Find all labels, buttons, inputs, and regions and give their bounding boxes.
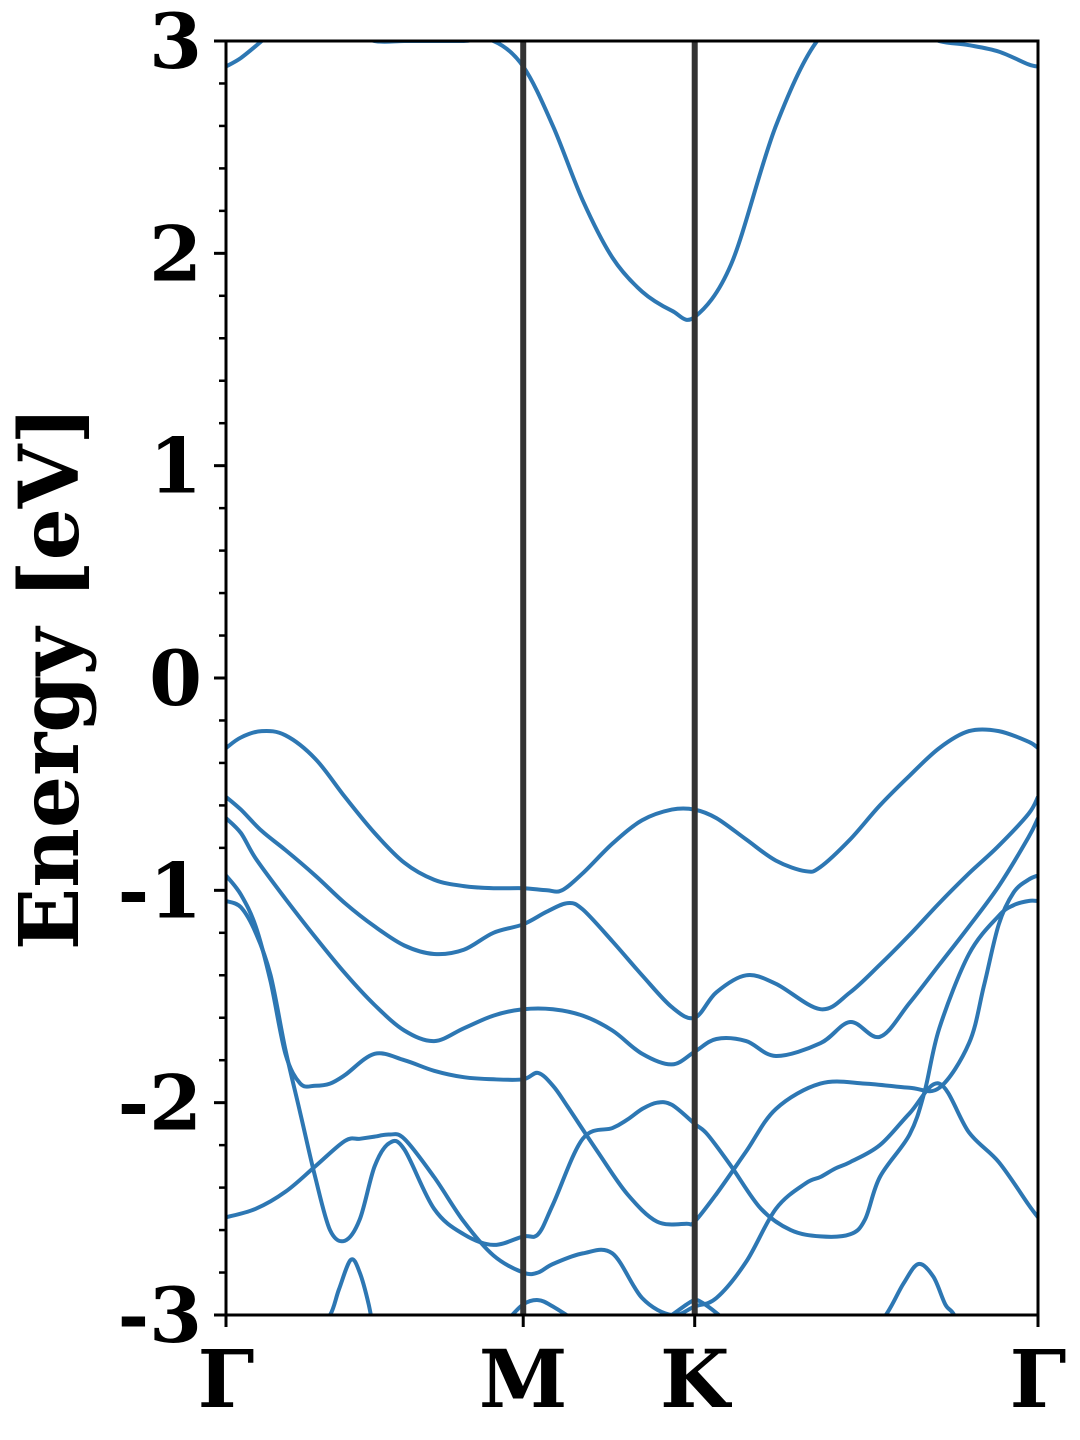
y-tick-label: -1 [118,846,202,935]
band-line-6 [226,898,1038,1247]
band-line-10 [509,1298,571,1315]
y-tick-label: 3 [149,0,202,86]
y-tick-label: 2 [149,209,202,298]
band-line-8 [327,1257,373,1315]
y-tick-label: -2 [118,1059,202,1148]
y-tick-label: 0 [149,634,202,723]
x-tick-label: Γ [198,1332,255,1426]
x-tick-label: M [479,1332,568,1426]
y-tick-label: -3 [118,1271,202,1360]
band-line-9 [883,1261,957,1315]
band-line-1 [226,41,1038,322]
y-axis-ticks: -3 -2 -1 0 1 2 3 [118,0,226,1360]
band-line-2 [226,727,1038,894]
band-line-7 [226,1081,1038,1315]
x-tick-label: Γ [1010,1332,1067,1426]
band-line-4 [226,816,1038,1067]
band-line-3 [226,795,1038,1021]
high-symmetry-lines [520,41,698,1315]
y-tick-label: 1 [149,422,202,511]
y-axis-label: Energy [eV] [2,406,98,950]
bands-layer [226,41,1038,1315]
x-tick-label: K [660,1332,732,1426]
